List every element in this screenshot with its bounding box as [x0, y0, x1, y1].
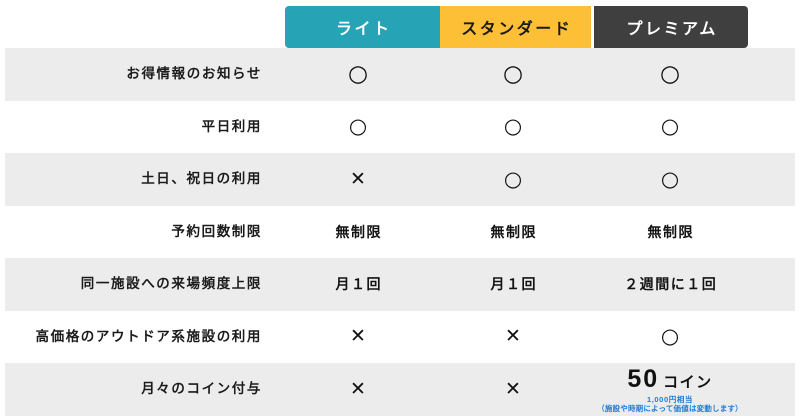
cell-premium: 50 コイン 1,000円相当 （施設や時期によって価値は変動します）: [590, 364, 750, 413]
cell-value: 月１回: [335, 276, 382, 293]
plan-header-standard[interactable]: スタンダード: [440, 6, 591, 48]
coin-note-disclaimer: （施設や時期によって価値は変動します）: [597, 403, 743, 413]
cell-value: 無制限: [335, 223, 382, 240]
cell-value: 無制限: [490, 223, 537, 240]
cell-light: 月１回: [280, 274, 436, 294]
table-row: お得情報のお知らせ ○ ○ ○: [5, 48, 795, 101]
cross-icon: ✕: [505, 325, 521, 348]
cell-standard: ○: [436, 60, 590, 87]
coin-amount: 50: [627, 364, 660, 393]
cell-premium: ○: [590, 116, 750, 137]
cell-standard: 月１回: [436, 274, 590, 294]
table-row: 高価格のアウトドア系施設の利用 ✕ ✕ ○: [5, 310, 795, 363]
table-row: 月々のコイン付与 ✕ ✕ 50 コイン 1,000円相当 （施設や時期によって価…: [5, 363, 795, 416]
cell-light: 無制限: [280, 222, 436, 242]
header-spacer: [5, 0, 285, 42]
cell-premium: ○: [590, 166, 750, 191]
cell-standard: 無制限: [436, 222, 590, 242]
cell-light: ○: [280, 116, 436, 137]
row-label: 土日、祝日の利用: [141, 171, 262, 187]
cell-premium: ○: [590, 60, 750, 87]
cell-premium: ○: [590, 326, 750, 347]
cell-premium: 無制限: [590, 222, 750, 242]
plan-header-premium[interactable]: プレミアム: [594, 6, 748, 48]
plan-header-light[interactable]: ライト: [285, 6, 440, 48]
cell-value: 月１回: [490, 276, 537, 293]
cross-icon: ✕: [350, 377, 366, 400]
circle-icon: ○: [503, 166, 523, 191]
table-row: 予約回数制限 無制限 無制限 無制限: [5, 205, 795, 258]
row-label: 月々のコイン付与: [141, 381, 262, 397]
circle-icon: ○: [660, 114, 680, 139]
table-header-row: ライト スタンダード プレミアム: [0, 0, 800, 48]
cell-standard: ✕: [436, 327, 590, 346]
coin-amount-line: 50 コイン: [627, 364, 713, 393]
table-row: 同一施設への来場頻度上限 月１回 月１回 ２週間に１回: [5, 258, 795, 311]
cell-standard: ○: [436, 116, 590, 137]
coin-reward: 50 コイン 1,000円相当 （施設や時期によって価値は変動します）: [597, 364, 743, 413]
circle-icon: ○: [659, 60, 681, 87]
row-label: 予約回数制限: [171, 223, 262, 239]
cell-value: 無制限: [647, 223, 694, 240]
cell-standard: ○: [436, 166, 590, 191]
cell-standard: ✕: [436, 377, 590, 400]
row-label: 平日利用: [201, 118, 262, 134]
coin-unit: コイン: [663, 373, 713, 391]
cell-value: ２週間に１回: [624, 276, 718, 293]
table-row: 平日利用 ○ ○ ○: [5, 100, 795, 153]
cell-premium: ２週間に１回: [590, 274, 750, 294]
cross-icon: ✕: [505, 377, 521, 400]
cross-icon: ✕: [350, 325, 366, 348]
coin-note-value: 1,000円相当: [646, 394, 694, 404]
circle-icon: ○: [502, 60, 524, 87]
row-label: 高価格のアウトドア系施設の利用: [35, 328, 262, 344]
circle-icon: ○: [348, 114, 368, 139]
row-label: お得情報のお知らせ: [126, 66, 262, 82]
circle-icon: ○: [660, 166, 680, 191]
cell-light: ○: [280, 60, 436, 87]
circle-icon: ○: [503, 114, 523, 139]
cross-icon: ✕: [350, 167, 366, 190]
table-row: 土日、祝日の利用 ✕ ○ ○: [5, 153, 795, 206]
circle-icon: ○: [660, 324, 680, 349]
cell-light: ✕: [280, 377, 436, 400]
circle-icon: ○: [347, 60, 369, 87]
cell-light: ✕: [280, 327, 436, 346]
cell-light: ✕: [280, 167, 436, 190]
row-label: 同一施設への来場頻度上限: [80, 276, 262, 292]
